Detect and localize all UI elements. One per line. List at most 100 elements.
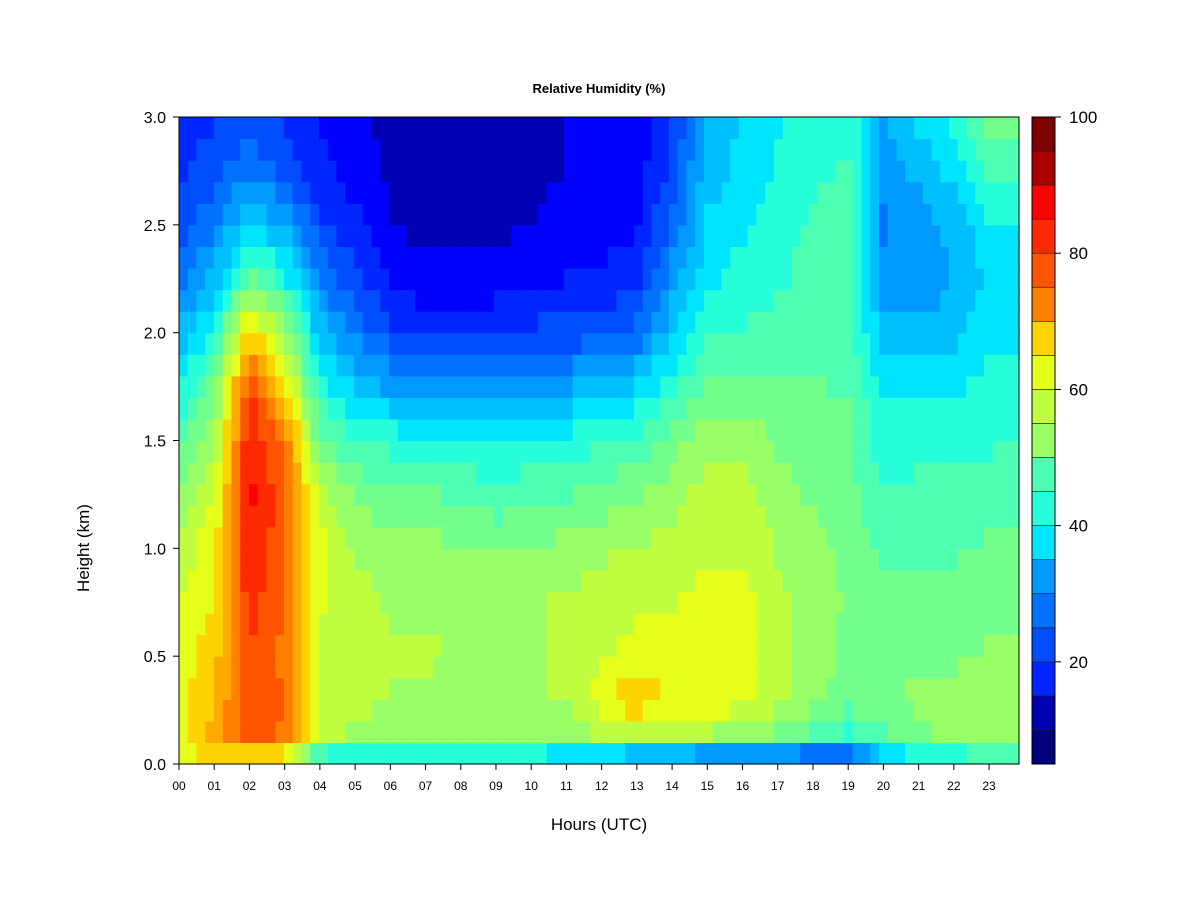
heatmap-cell	[887, 289, 898, 312]
heatmap-cell	[704, 289, 714, 312]
heatmap-cell	[669, 677, 679, 700]
heatmap-cell	[529, 246, 539, 269]
heatmap-cell	[887, 526, 898, 549]
heatmap-cell	[616, 267, 626, 291]
heatmap-cell	[406, 613, 416, 636]
heatmap-cell	[686, 311, 696, 334]
heatmap-cell	[844, 138, 854, 161]
x-tick-label: 03	[278, 779, 292, 793]
heatmap-cell	[677, 246, 688, 269]
heatmap-cell	[380, 375, 390, 398]
heatmap-cell	[975, 138, 985, 161]
heatmap-cell	[380, 548, 390, 571]
heatmap-cell	[704, 677, 714, 700]
heatmap-cell	[319, 613, 329, 636]
heatmap-cell	[669, 397, 679, 420]
heatmap-cell	[887, 181, 898, 204]
heatmap-cell	[861, 505, 871, 528]
heatmap-cell	[984, 354, 994, 377]
heatmap-cell	[905, 742, 915, 765]
heatmap-cell	[397, 548, 408, 571]
heatmap-cell	[240, 462, 250, 485]
heatmap-cell	[564, 354, 574, 377]
heatmap-cell	[537, 289, 548, 312]
heatmap-cell	[467, 160, 478, 183]
heatmap-cell	[406, 311, 416, 334]
axes: 00 01 02 03 04 05 06 07 08 09 10 11 12 13 14 15 16 17 18 19…	[144, 110, 1020, 793]
heatmap-cell	[345, 591, 355, 614]
heatmap-cell	[424, 591, 434, 614]
heatmap-cell	[214, 720, 224, 744]
heatmap-cell	[266, 440, 276, 463]
heatmap-cell	[607, 699, 618, 722]
heatmap-cell	[817, 311, 828, 334]
heatmap-cell	[572, 699, 583, 722]
heatmap-cell	[940, 505, 950, 528]
heatmap-cell	[651, 267, 661, 291]
heatmap-cell	[432, 526, 443, 549]
heatmap-cell	[695, 160, 705, 183]
heatmap-cell	[432, 160, 443, 183]
heatmap-cell	[774, 677, 784, 700]
heatmap-cell	[1010, 181, 1020, 204]
heatmap-cell	[249, 332, 259, 355]
heatmap-cell	[931, 117, 941, 140]
heatmap-cell	[432, 181, 443, 204]
heatmap-cell	[975, 354, 985, 377]
heatmap-cell	[660, 117, 670, 140]
heatmap-cell	[467, 181, 478, 204]
heatmap-cell	[677, 375, 688, 398]
heatmap-cell	[389, 677, 399, 700]
heatmap-cell	[861, 267, 871, 291]
heatmap-cell	[721, 677, 731, 700]
heatmap-cell	[984, 634, 994, 657]
heatmap-cell	[441, 311, 451, 334]
heatmap-cell	[362, 569, 373, 593]
heatmap-cell	[467, 138, 478, 161]
heatmap-cell	[450, 462, 460, 485]
heatmap-cell	[301, 375, 311, 398]
heatmap-cell	[791, 160, 801, 183]
heatmap-cell	[686, 289, 696, 312]
heatmap-cell	[634, 246, 644, 269]
heatmap-cell	[581, 181, 591, 204]
heatmap-cell	[774, 267, 784, 291]
heatmap-cell	[984, 267, 994, 291]
heatmap-cell	[984, 289, 994, 312]
heatmap-cell	[887, 591, 898, 614]
heatmap-cell	[205, 569, 215, 593]
heatmap-cell	[844, 224, 854, 247]
heatmap-cell	[669, 483, 679, 506]
heatmap-cell	[520, 246, 530, 269]
heatmap-cell	[835, 203, 845, 226]
heatmap-cell	[564, 742, 574, 765]
heatmap-cell	[301, 483, 311, 506]
heatmap-cell	[651, 634, 661, 657]
heatmap-cell	[1001, 634, 1011, 657]
heatmap-cell	[1001, 267, 1011, 291]
heatmap-cell	[765, 742, 775, 765]
heatmap-cell	[844, 289, 854, 312]
heatmap-cell	[966, 569, 976, 593]
heatmap-cell	[292, 246, 303, 269]
heatmap-cell	[739, 354, 749, 377]
heatmap-cell	[187, 634, 198, 657]
heatmap-cell	[616, 569, 626, 593]
heatmap-cell	[607, 742, 618, 765]
heatmap-cell	[914, 462, 924, 485]
heatmap-cell	[686, 203, 696, 226]
heatmap-cell	[467, 505, 478, 528]
heatmap-cell	[397, 677, 408, 700]
heatmap-cell	[809, 505, 819, 528]
heatmap-cell	[721, 117, 731, 140]
heatmap-cell	[467, 224, 478, 247]
heatmap-cell	[257, 289, 268, 312]
heatmap-cell	[791, 634, 801, 657]
heatmap-cell	[284, 613, 294, 636]
heatmap-cell	[284, 548, 294, 571]
heatmap-cell	[415, 677, 425, 700]
heatmap-cell	[949, 354, 959, 377]
heatmap-cell	[310, 591, 320, 614]
heatmap-cell	[922, 677, 933, 700]
heatmap-cell	[371, 591, 381, 614]
